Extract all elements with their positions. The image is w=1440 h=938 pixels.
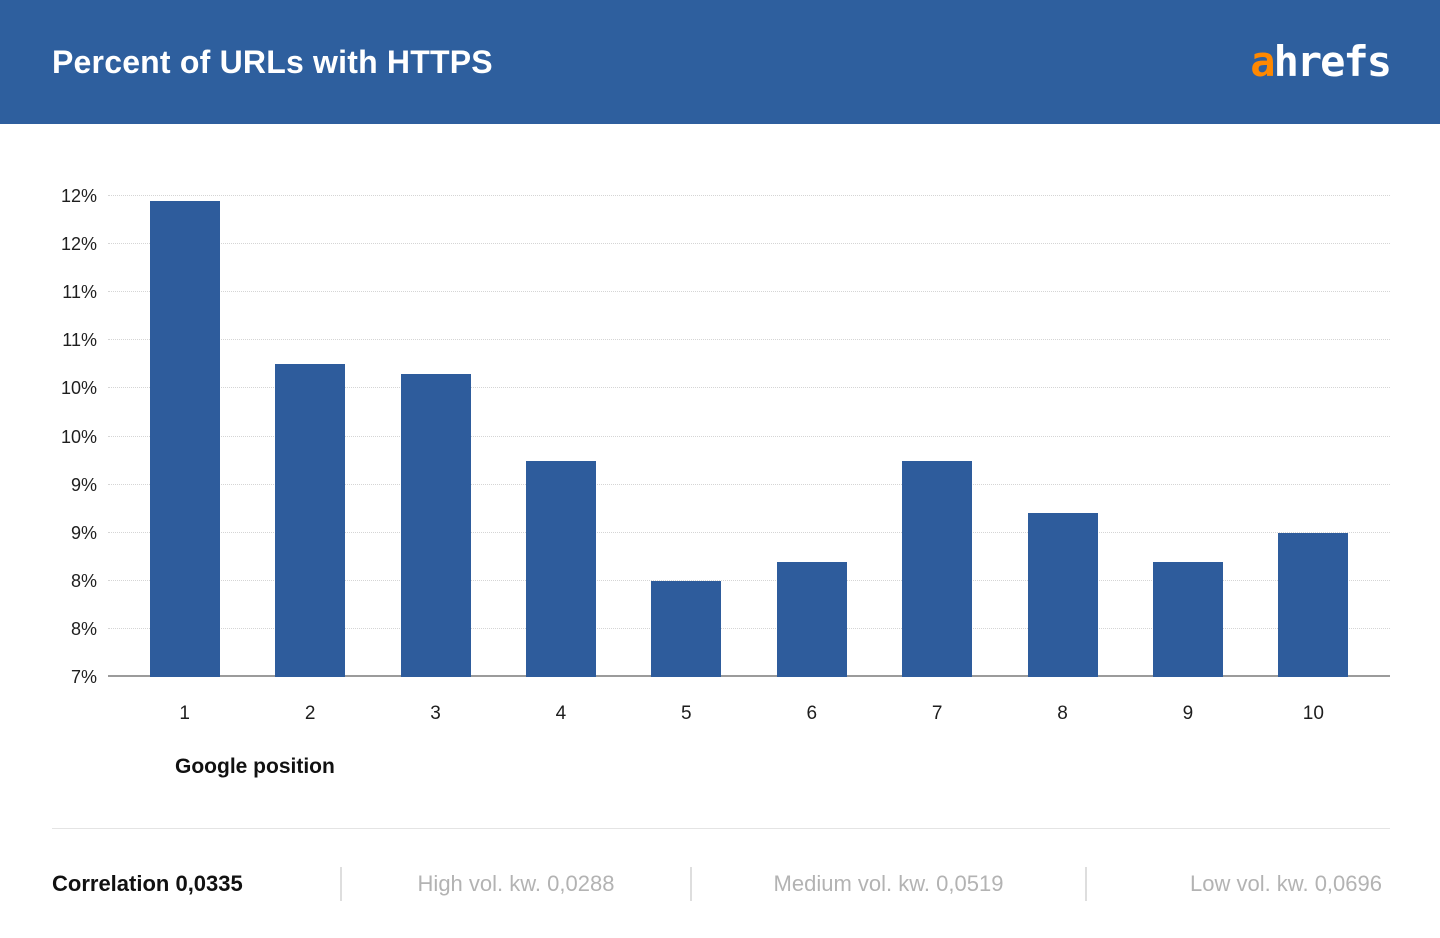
plot-area: 7% 8% 8% 9% 9% 10% 10% 11% 11% 12% 12% 1 2 3 4 5 6 7 8 9 10… bbox=[61, 187, 1390, 778]
footer-separator bbox=[340, 866, 342, 901]
footer-stats-row: Correlation 0,0335 High vol. kw. 0,0288 … bbox=[0, 829, 1440, 938]
x-axis-line bbox=[108, 675, 1390, 677]
gridline bbox=[108, 291, 1390, 293]
footer: Correlation 0,0335 High vol. kw. 0,0288 … bbox=[0, 828, 1440, 938]
x-axis-tick-labels: 1 2 3 4 5 6 7 8 9 10 bbox=[122, 703, 1376, 725]
y-axis-tick-label: 11% bbox=[62, 282, 97, 303]
low-volume-keywords-stat: Low vol. kw. 0,0696 bbox=[1189, 870, 1382, 896]
medium-volume-keywords-stat: Medium vol. kw. 0,0519 bbox=[773, 870, 1004, 896]
bar-position-8 bbox=[1027, 513, 1098, 677]
gridline bbox=[108, 483, 1390, 485]
bar-position-2 bbox=[275, 364, 346, 677]
gridline bbox=[108, 195, 1390, 196]
bar-slot bbox=[373, 196, 498, 677]
ahrefs-logo-a: a bbox=[1250, 37, 1275, 86]
y-axis-tick-label: 9% bbox=[70, 474, 97, 495]
gridline bbox=[108, 435, 1390, 437]
bar-slot bbox=[247, 196, 372, 677]
bar-position-10 bbox=[1278, 532, 1349, 677]
bar-position-7 bbox=[902, 460, 973, 677]
chart-title: Percent of URLs with HTTPS bbox=[52, 43, 493, 80]
x-axis-title: Google position bbox=[175, 755, 335, 778]
gridline bbox=[108, 579, 1390, 581]
bar-position-6 bbox=[776, 561, 847, 677]
footer-separator bbox=[690, 866, 692, 901]
footer-separator bbox=[1085, 866, 1087, 901]
ahrefs-logo-rest: hrefs bbox=[1273, 37, 1392, 86]
gridline bbox=[108, 531, 1390, 533]
gridline bbox=[108, 339, 1390, 341]
gridline bbox=[108, 627, 1390, 629]
y-axis-tick-label: 11% bbox=[62, 330, 97, 351]
footer-divider bbox=[52, 828, 1390, 829]
y-axis-tick-label: 12% bbox=[60, 186, 97, 206]
x-axis-tick-label: 10 bbox=[1302, 703, 1324, 724]
y-axis-tick-label: 8% bbox=[70, 618, 97, 639]
x-axis-tick-label: 1 bbox=[179, 703, 190, 724]
x-axis-tick-label: 4 bbox=[555, 703, 567, 724]
x-axis-tick-label: 6 bbox=[806, 703, 818, 724]
bar-position-9 bbox=[1152, 561, 1223, 677]
bar-slot bbox=[749, 196, 874, 677]
y-axis-tick-label: 9% bbox=[70, 522, 97, 543]
gridline bbox=[108, 243, 1390, 245]
header: Percent of URLs with HTTPS ahrefs bbox=[0, 0, 1440, 124]
bar-position-3 bbox=[400, 373, 471, 677]
bar-series bbox=[122, 196, 1376, 677]
y-axis-tick-label: 10% bbox=[60, 378, 97, 399]
bar-position-1 bbox=[149, 200, 220, 677]
bar-slot bbox=[1000, 196, 1125, 677]
y-axis-tick-label: 8% bbox=[70, 570, 97, 591]
bar-slot bbox=[1251, 196, 1376, 677]
x-axis-tick-label: 8 bbox=[1057, 703, 1068, 724]
ahrefs-logo: ahrefs bbox=[1250, 41, 1392, 83]
x-axis-tick-label: 9 bbox=[1182, 703, 1194, 724]
bar-slot bbox=[624, 196, 749, 677]
bar-slot bbox=[498, 196, 623, 677]
bar-slot bbox=[122, 196, 247, 677]
y-axis-tick-label: 10% bbox=[60, 426, 97, 447]
x-axis-tick-label: 2 bbox=[304, 703, 316, 724]
y-axis-tick-label: 7% bbox=[70, 667, 97, 687]
high-volume-keywords-stat: High vol. kw. 0,0288 bbox=[417, 870, 615, 896]
x-axis-tick-label: 7 bbox=[931, 703, 943, 724]
bar-position-5 bbox=[651, 580, 722, 677]
x-axis-tick-label: 5 bbox=[681, 703, 692, 724]
gridlines-and-y-ticks: 7% 8% 8% 9% 9% 10% 10% 11% 11% 12% 12% bbox=[61, 187, 1390, 686]
bar-slot bbox=[1125, 196, 1250, 677]
bar-slot bbox=[874, 196, 999, 677]
correlation-stat: Correlation 0,0335 bbox=[52, 870, 243, 896]
y-axis-tick-label: 12% bbox=[60, 234, 97, 255]
x-axis-tick-label: 3 bbox=[430, 703, 441, 724]
bar-position-4 bbox=[525, 460, 596, 677]
gridline bbox=[108, 387, 1390, 389]
